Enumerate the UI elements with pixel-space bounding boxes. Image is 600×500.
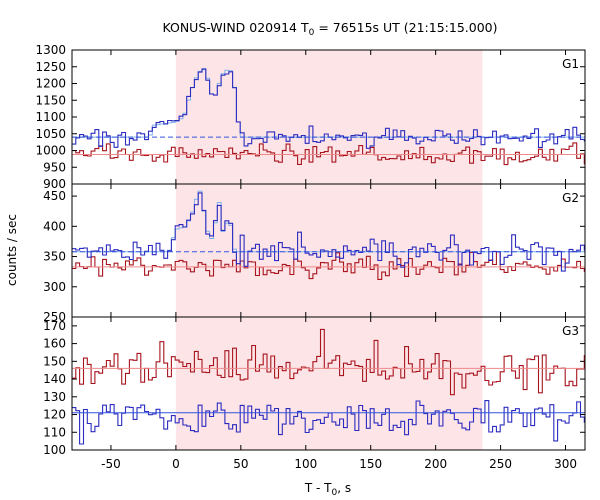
y-tick-label: 1300: [35, 43, 66, 57]
y-axis-label: counts / sec: [5, 214, 19, 286]
x-tick-label: 250: [489, 457, 512, 471]
y-tick-label: 160: [43, 337, 66, 351]
panel-g3: 100 110 120 130 140 150 160 170 G3: [43, 316, 586, 457]
x-tick-label: 0: [172, 457, 180, 471]
y-tick-label: 300: [43, 280, 66, 294]
blue-count-series: [72, 68, 585, 149]
y-tick-label: 900: [43, 177, 66, 191]
panel-frame: [71, 316, 586, 451]
panel-plot-area: [72, 190, 585, 280]
panel-label: G1: [562, 57, 579, 71]
y-tick-label: 140: [43, 372, 66, 386]
x-axis-label-subscript: 0: [332, 488, 338, 498]
y-tick-label: 950: [43, 160, 66, 174]
panel-plot-area: [72, 328, 585, 445]
red-count-series: [72, 142, 585, 166]
panel-label: G2: [562, 191, 579, 205]
burst-interval-highlight: [175, 50, 483, 450]
y-tick-label: 400: [43, 219, 66, 233]
y-tick-label: 1200: [35, 77, 66, 91]
y-tick-label: 170: [43, 319, 66, 333]
x-tick-label: 150: [359, 457, 382, 471]
x-tick-label: 200: [424, 457, 447, 471]
chart-title: KONUS-WIND 020914 T0 = 76515s UT (21:15:…: [162, 20, 497, 38]
y-tick-label: 450: [43, 189, 66, 203]
y-tick-label: 100: [43, 443, 66, 457]
x-tick-label: 300: [554, 457, 577, 471]
panel-plot-area: [72, 68, 585, 166]
x-axis-label: T - T0, s: [304, 481, 351, 498]
x-tick-label: -50: [101, 457, 121, 471]
y-tick-label: 350: [43, 250, 66, 264]
panel-label: G3: [562, 324, 579, 338]
x-tick-label: 100: [294, 457, 317, 471]
y-tick-label: 250: [43, 310, 66, 324]
blue-count-series: [72, 192, 585, 272]
y-tick-label: 1100: [35, 110, 66, 124]
panel-g2: 250 300 350 400 450 G2: [43, 183, 586, 324]
panels-group: 9009501000105011001150120012501300G12503…: [35, 43, 586, 471]
chart-title-subscript: 0: [309, 28, 315, 38]
y-tick-label: 1050: [35, 127, 66, 141]
y-tick-label: 120: [43, 408, 66, 422]
x-tick-label: 50: [233, 457, 248, 471]
y-tick-label: 1250: [35, 60, 66, 74]
panel-g1: 900 950 1000 1050 1100 1150 1200 1250 1300 G1: [35, 43, 586, 191]
y-tick-label: 150: [43, 354, 66, 368]
red-count-series: [72, 328, 585, 396]
y-tick-label: 1150: [35, 93, 66, 107]
y-tick-label: 110: [43, 425, 66, 439]
y-tick-label: 130: [43, 390, 66, 404]
y-tick-label: 1000: [35, 144, 66, 158]
